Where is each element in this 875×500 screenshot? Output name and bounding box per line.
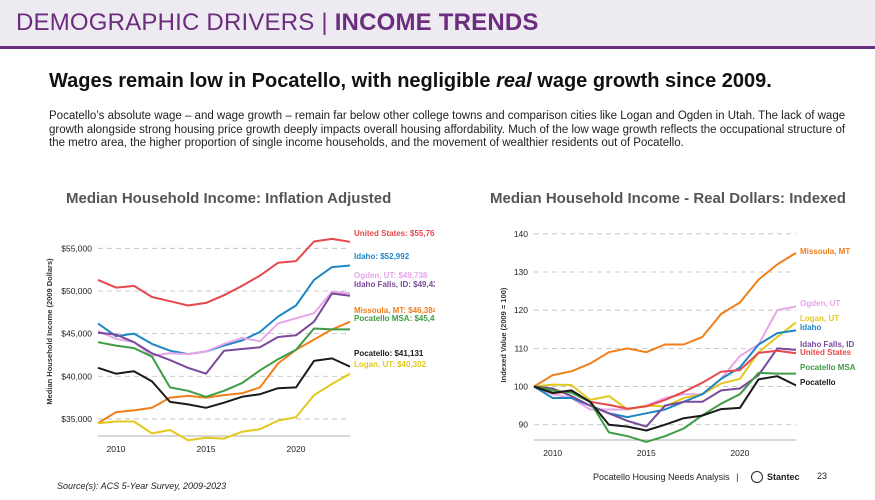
x-tick-label: 2015 [637, 448, 656, 458]
y-tick-label: 130 [514, 267, 528, 277]
section-title: DEMOGRAPHIC DRIVERS | INCOME TRENDS [16, 9, 539, 37]
series-line-united-states [97, 237, 351, 307]
series-line-logan-ut [97, 372, 351, 442]
series-label-pocatello: Pocatello [800, 378, 836, 387]
section-title-separator: | [314, 9, 335, 36]
series-label-logan-ut: Logan, UT: $40,302 [354, 360, 427, 369]
series-label-missoula-mt: Missoula, MT: $46,384 [354, 306, 435, 315]
x-tick-label: 2020 [730, 448, 749, 458]
chart-title-indexed: Median Household Income - Real Dollars: … [490, 190, 846, 207]
series-label-idaho-falls-id: Idaho Falls, ID [800, 340, 854, 349]
x-tick-label: 2015 [197, 444, 216, 454]
y-tick-label: $55,000 [61, 243, 92, 253]
section-title-left: DEMOGRAPHIC DRIVERS [16, 9, 315, 36]
x-tick-label: 2020 [287, 444, 306, 454]
series-line-ogden-ut [533, 305, 797, 411]
headline: Wages remain low in Pocatello, with negl… [49, 70, 772, 93]
headline-emph: real [496, 70, 532, 92]
series-line-idaho [97, 264, 351, 356]
body-paragraph: Pocatello’s absolute wage – and wage gro… [49, 110, 846, 149]
chart-title-income: Median Household Income: Inflation Adjus… [66, 190, 392, 207]
y-tick-label: $35,000 [61, 414, 92, 424]
series-label-missoula-mt: Missoula, MT [800, 247, 850, 256]
y-tick-label: 110 [514, 343, 528, 353]
series-label-pocatello-msa: Pocatello MSA [800, 363, 856, 372]
y-tick-label: $40,000 [61, 371, 92, 381]
y-tick-label: 100 [514, 382, 528, 392]
y-tick-label: $50,000 [61, 286, 92, 296]
series-label-idaho: Idaho [800, 323, 821, 332]
x-tick-label: 2010 [107, 444, 126, 454]
series-label-united-states: United States: $55,762 [354, 229, 435, 238]
series-label-logan-ut: Logan, UT [800, 314, 839, 323]
x-tick-label: 2010 [543, 448, 562, 458]
indexed-chart: 90 100 110 120 130 140 2010 2015 2020 Indexed Val… [499, 229, 856, 458]
headline-post: wage growth since 2009. [531, 70, 772, 92]
series-line-pocatello [533, 375, 797, 432]
headline-pre: Wages remain low in Pocatello, with negl… [49, 70, 497, 92]
series-line-idaho [533, 329, 797, 419]
series-line-missoula-mt [97, 320, 351, 425]
y-axis-title: Median Household Income (2009 Dollars) [45, 258, 54, 405]
stantec-logo-icon [750, 471, 763, 483]
y-tick-label: 140 [514, 229, 528, 239]
source-note: Source(s): ACS 5-Year Survey, 2009-2023 [57, 481, 227, 491]
y-tick-label: $45,000 [61, 329, 92, 339]
series-label-pocatello: Pocatello: $41,131 [354, 349, 424, 358]
series-label-united-states: United States [800, 348, 852, 357]
series-label-pocatello-msa: Pocatello MSA: $45,497 [354, 314, 435, 323]
series-label-ogden-ut: Ogden, UT [800, 299, 841, 308]
series-line-pocatello [97, 357, 351, 409]
y-tick-label: 90 [519, 420, 529, 430]
footer-brand: Stantec [766, 472, 800, 482]
income-chart: $35,000 $40,000 $45,000 $50,000 $55,000 2010 2… [45, 229, 435, 454]
series-line-pocatello-msa [533, 371, 796, 443]
y-tick-label: 120 [514, 305, 528, 315]
series-line-pocatello-msa [97, 327, 350, 398]
header-bar: DEMOGRAPHIC DRIVERS | INCOME TRENDS [0, 0, 875, 49]
y-axis-title: Indexed Value (2009 = 100) [499, 287, 508, 382]
footer-text: Pocatello Housing Needs Analysis [593, 472, 730, 482]
section-title-right: INCOME TRENDS [334, 9, 539, 36]
page-number: 23 [817, 471, 828, 481]
series-line-idaho-falls-id [97, 292, 351, 375]
series-line-missoula-mt [533, 252, 797, 388]
series-label-ogden-ut: Ogden, UT: $49,738 [354, 271, 428, 280]
series-label-idaho: Idaho: $52,992 [354, 252, 410, 261]
footer: Pocatello Housing Needs Analysis | Stant… [593, 471, 799, 483]
series-label-idaho-falls-id: Idaho Falls, ID: $49,437 [354, 280, 435, 289]
footer-separator: | [736, 472, 739, 482]
